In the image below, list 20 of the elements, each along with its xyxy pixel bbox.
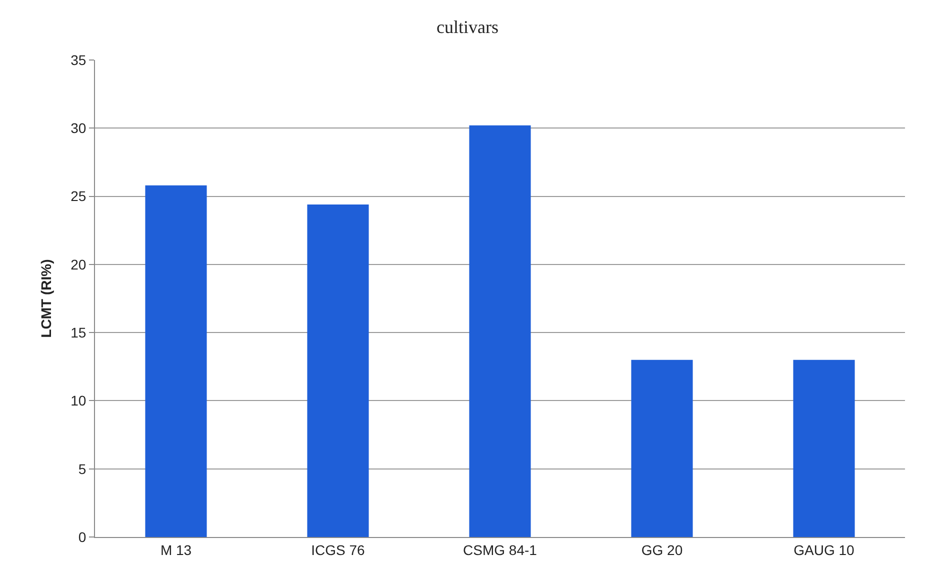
y-tick-label: 15 xyxy=(70,324,86,340)
bar xyxy=(793,360,855,537)
bar xyxy=(145,185,207,537)
x-tick-label: ICGS 76 xyxy=(311,542,366,558)
x-tick-label: M 13 xyxy=(160,542,192,558)
chart-title: cultivars xyxy=(436,17,498,38)
x-tick-label: GAUG 10 xyxy=(794,542,855,558)
bar xyxy=(307,204,369,537)
y-tick-label: 10 xyxy=(70,392,86,409)
bar xyxy=(469,125,531,537)
y-tick-label: 30 xyxy=(70,120,86,136)
y-axis-title: LCMT (RI%) xyxy=(38,259,54,338)
x-tick-label: CSMG 84-1 xyxy=(463,542,538,558)
x-tick-label: GG 20 xyxy=(641,542,683,558)
y-tick-label: 20 xyxy=(70,256,86,272)
bar xyxy=(631,360,693,537)
y-tick-label: 25 xyxy=(70,188,86,204)
y-tick-label: 0 xyxy=(78,528,86,545)
y-tick-label: 5 xyxy=(78,460,86,477)
y-tick-label: 35 xyxy=(70,52,86,68)
